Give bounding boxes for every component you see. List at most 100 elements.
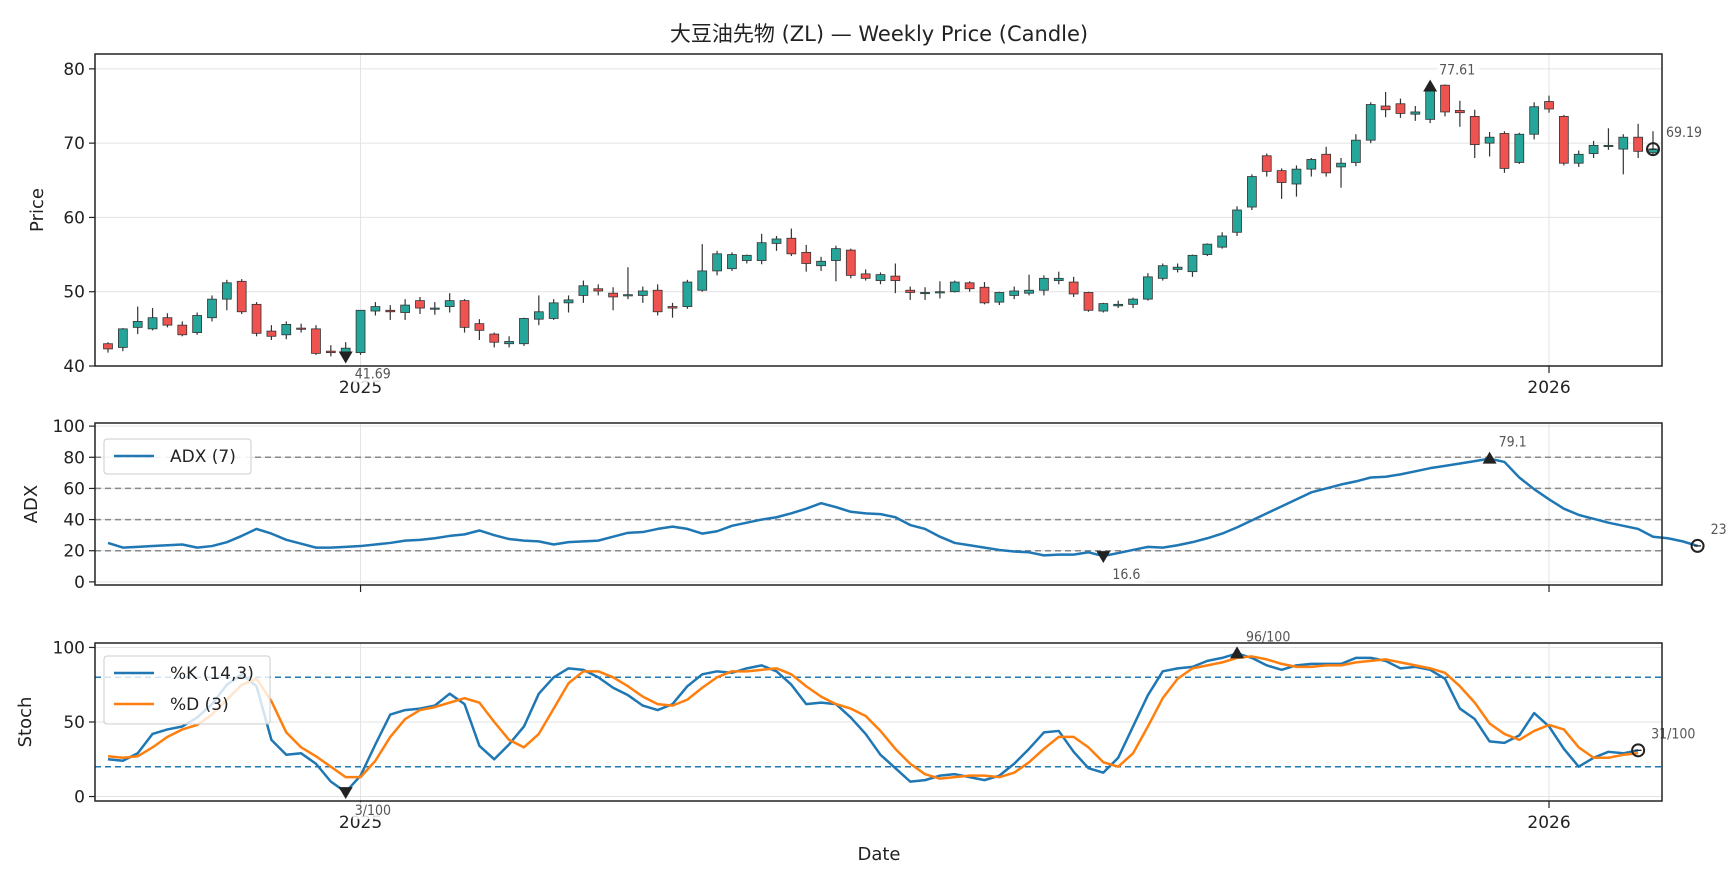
candle-up xyxy=(949,281,960,293)
candle-up xyxy=(727,254,737,270)
stoch-frame xyxy=(94,642,1663,802)
stoch-ytick-label: 50 xyxy=(63,713,85,733)
candle-down xyxy=(1068,281,1079,295)
candle-down xyxy=(1633,136,1644,152)
chart-title: 大豆油先物 (ZL) — Weekly Price (Candle) xyxy=(670,22,1088,46)
candle-down xyxy=(1544,101,1554,110)
candle-up xyxy=(1603,144,1614,147)
candle-up xyxy=(1291,168,1302,185)
stoch-xtick-label: 2026 xyxy=(1527,813,1570,833)
candle-up xyxy=(1187,254,1198,273)
adx-last-label-box xyxy=(1708,520,1728,538)
candle-down xyxy=(667,306,678,309)
candle-up xyxy=(1217,235,1228,248)
candle-down xyxy=(1499,133,1510,169)
stoch-ytick-label: 100 xyxy=(53,638,85,658)
candle-up xyxy=(1039,277,1049,291)
stoch-min-marker xyxy=(338,787,353,800)
price-last-marker xyxy=(1646,142,1660,157)
candle-down xyxy=(1261,155,1272,172)
price-ytick-label: 80 xyxy=(63,60,85,80)
stoch-max-marker xyxy=(1230,646,1245,659)
candle-down xyxy=(890,275,901,281)
adx-min-label: 16.6 xyxy=(1112,567,1140,583)
candle-up xyxy=(1351,139,1361,163)
price-min-label-box xyxy=(352,365,395,383)
candle-down xyxy=(905,289,916,293)
stoch-max-label: 96/100 xyxy=(1246,629,1290,645)
price-panel: 40 50 60 70 80 2025 2026 Price 41.69 77.61 69.19 xyxy=(27,53,1706,398)
price-min-label: 41.69 xyxy=(355,366,391,382)
stoch-legend: %K (14,3) %D (3) xyxy=(103,655,271,725)
candle-down xyxy=(593,288,604,292)
price-frame xyxy=(94,53,1663,367)
candle-down xyxy=(311,328,321,354)
price-ytick-label: 50 xyxy=(63,283,85,303)
stoch-min-label-box xyxy=(352,802,395,820)
price-max-label: 77.61 xyxy=(1439,63,1475,79)
candle-up xyxy=(1529,106,1540,135)
candle-up xyxy=(578,285,589,296)
candle-up xyxy=(533,311,544,320)
candle-up xyxy=(682,281,693,307)
candle-up xyxy=(1425,88,1436,120)
candle-up xyxy=(117,328,128,348)
stoch-last-marker xyxy=(1631,743,1646,758)
adx-max-marker xyxy=(1482,451,1497,464)
candle-down xyxy=(1321,153,1332,174)
candle-up xyxy=(697,270,708,291)
candle-up xyxy=(281,323,292,336)
candle-up xyxy=(192,315,202,333)
stoch-min-label: 3/100 xyxy=(355,803,391,819)
candle-down xyxy=(251,303,262,334)
adx-frame xyxy=(94,422,1663,586)
adx-min-marker xyxy=(1096,551,1111,564)
adx-panel: 0 20 40 60 80 100 ADX 16.6 79.1 23.1 ADX (7) xyxy=(21,417,1728,593)
candle-up xyxy=(1024,289,1034,294)
price-min-marker xyxy=(338,351,353,364)
stoch-max-label-box xyxy=(1244,628,1294,646)
candle-up xyxy=(1009,290,1020,296)
candle-down xyxy=(177,324,188,336)
candle-up xyxy=(935,291,945,294)
adx-last-marker xyxy=(1690,538,1705,553)
adx-y-axis-title: ADX xyxy=(21,485,42,524)
candle-up xyxy=(875,274,886,281)
adx-max-label-box xyxy=(1496,433,1531,451)
candle-down xyxy=(1455,110,1465,114)
candle-down xyxy=(1559,116,1569,164)
candle-up xyxy=(1365,104,1376,141)
candle-down xyxy=(459,300,470,328)
candle-up xyxy=(1143,276,1153,300)
candle-up xyxy=(994,292,1005,303)
stoch-legend-k-label: %K (14,3) xyxy=(170,664,254,684)
adx-ytick-label: 60 xyxy=(63,479,85,499)
candle-down xyxy=(1440,84,1450,113)
candle-up xyxy=(771,238,782,244)
price-max-label-box xyxy=(1437,61,1480,79)
candle-up xyxy=(1514,133,1525,163)
candle-up xyxy=(1202,243,1213,255)
candle-down xyxy=(325,350,336,354)
candle-down xyxy=(979,286,990,304)
stoch-y-axis-title: Stoch xyxy=(15,697,36,748)
candle-up xyxy=(1053,277,1064,281)
adx-ytick-label: 0 xyxy=(74,573,85,593)
adx-ytick-label: 20 xyxy=(63,542,85,562)
candle-up xyxy=(207,298,217,319)
candle-down xyxy=(786,237,797,255)
candle-down xyxy=(652,289,663,313)
adx-legend: ADX (7) xyxy=(103,438,252,475)
adx-min-label-box xyxy=(1110,566,1145,584)
adx-line xyxy=(107,457,1698,558)
price-xtick-label: 2025 xyxy=(339,378,382,398)
candle-down xyxy=(415,300,425,309)
candle-up xyxy=(1306,159,1317,170)
candle-up xyxy=(132,321,143,328)
candle-down xyxy=(236,280,247,313)
adx-legend-box xyxy=(103,438,252,475)
candle-down xyxy=(1083,292,1094,311)
price-xtick-label: 2026 xyxy=(1527,378,1570,398)
